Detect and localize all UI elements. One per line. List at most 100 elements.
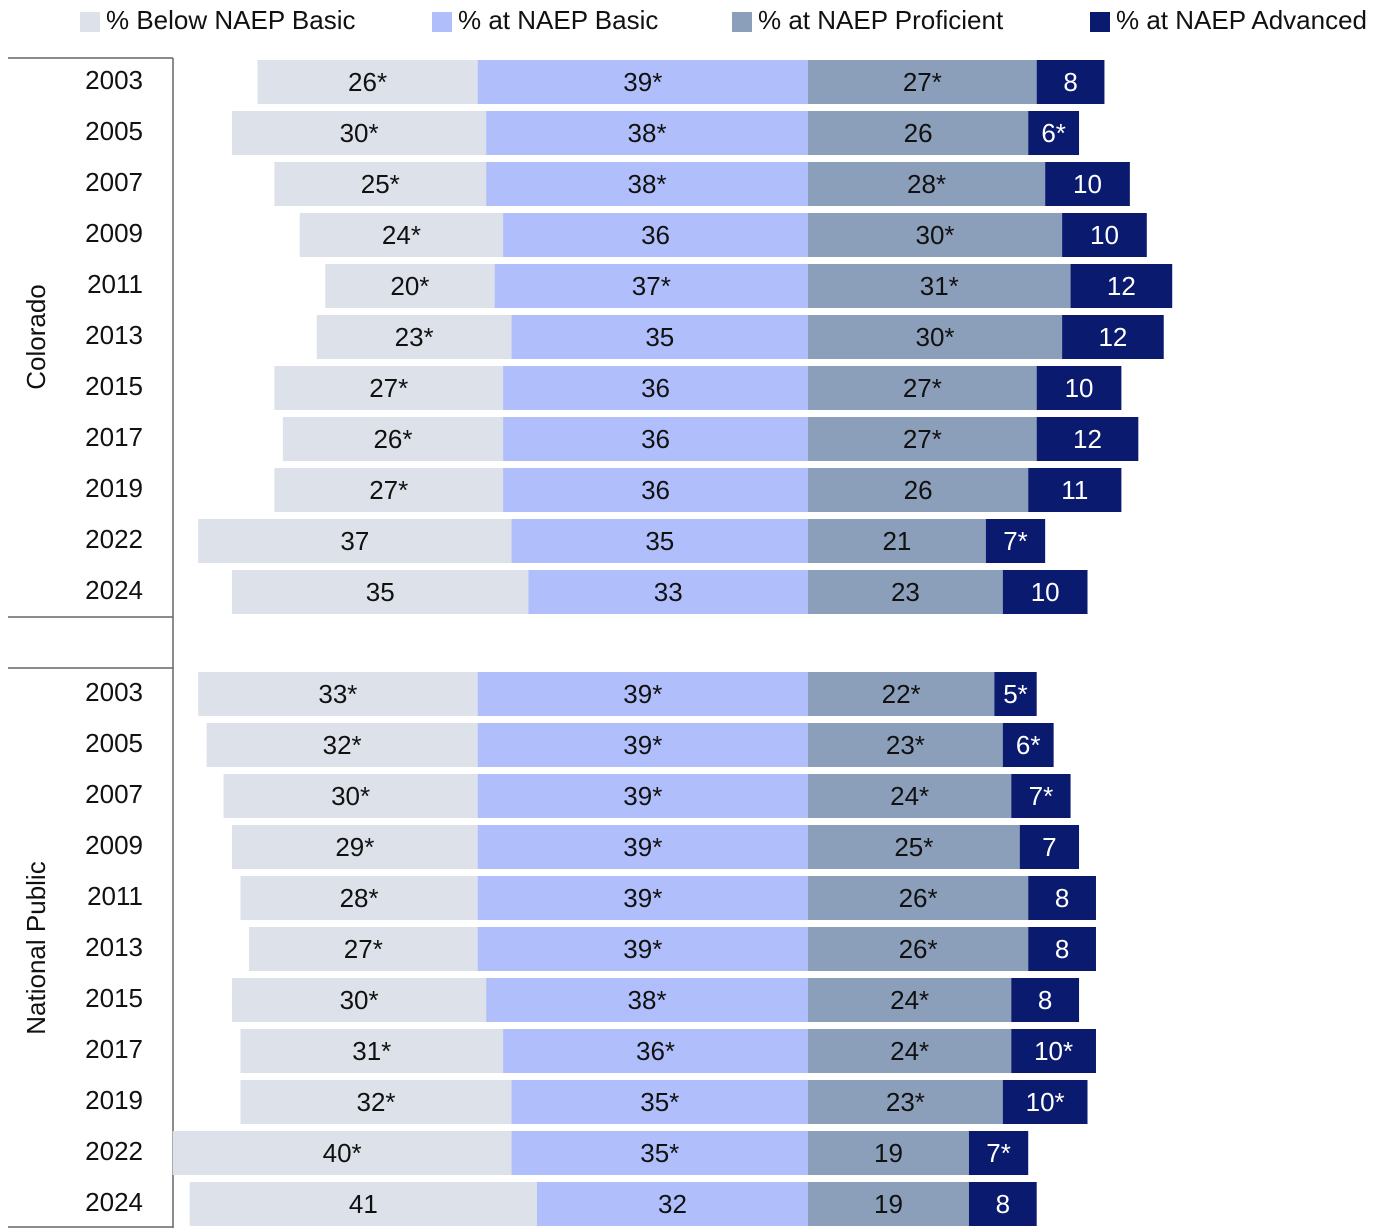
bar-segment xyxy=(808,264,1071,308)
bar-segment xyxy=(1062,213,1147,257)
bar-segment xyxy=(248,927,478,971)
value-label: 36* xyxy=(636,1036,675,1066)
value-label: 10* xyxy=(1034,1036,1073,1066)
value-label: 12 xyxy=(1107,271,1136,301)
y-tick-label: 2024 xyxy=(85,1187,143,1217)
bar-segment xyxy=(808,111,1029,155)
value-label: 24* xyxy=(890,781,929,811)
value-label: 35 xyxy=(645,322,674,352)
value-label: 19 xyxy=(874,1138,903,1168)
bar-segment xyxy=(1028,468,1122,512)
value-label: 35* xyxy=(640,1138,679,1168)
value-label: 10* xyxy=(1026,1087,1065,1117)
bar-segment xyxy=(1062,315,1164,359)
value-label: 31* xyxy=(920,271,959,301)
bar-segment xyxy=(1002,723,1054,767)
bar-segment xyxy=(1036,60,1105,104)
value-label: 39* xyxy=(623,934,662,964)
value-label: 26 xyxy=(904,475,933,505)
value-label: 7* xyxy=(1029,781,1054,811)
bar-segment xyxy=(808,417,1037,461)
value-label: 33* xyxy=(318,679,357,709)
value-label: 35 xyxy=(645,526,674,556)
legend-label: % Below NAEP Basic xyxy=(106,5,356,35)
bar-segment xyxy=(985,519,1046,563)
y-tick-label: 2017 xyxy=(85,422,143,452)
bar-segment xyxy=(1002,570,1088,614)
value-label: 11 xyxy=(1061,475,1088,505)
bar-segment xyxy=(808,1080,1003,1124)
value-label: 30* xyxy=(916,220,955,250)
y-tick-label: 2024 xyxy=(85,575,143,605)
bar-segment xyxy=(808,60,1037,104)
value-label: 8 xyxy=(1063,67,1077,97)
value-label: 8 xyxy=(1038,985,1052,1015)
legend-label: % at NAEP Proficient xyxy=(758,5,1004,35)
bar-segment xyxy=(282,417,504,461)
legend-label: % at NAEP Advanced xyxy=(1116,5,1367,35)
bar-segment xyxy=(808,213,1063,257)
value-label: 8 xyxy=(1055,934,1069,964)
value-label: 25* xyxy=(894,832,933,862)
legend-label: % at NAEP Basic xyxy=(458,5,658,35)
bar-segment xyxy=(1070,264,1173,308)
bar-segment xyxy=(808,825,1020,869)
bar-segment xyxy=(1028,111,1080,155)
bar-segment xyxy=(240,876,478,920)
y-tick-label: 2015 xyxy=(85,983,143,1013)
bar-segment xyxy=(232,111,487,155)
value-label: 26* xyxy=(899,883,938,913)
value-label: 7* xyxy=(1003,526,1028,556)
bar-segment xyxy=(477,876,808,920)
value-label: 38* xyxy=(628,169,667,199)
bar-segment xyxy=(316,315,512,359)
bar-segment xyxy=(1028,876,1096,920)
bar-segment xyxy=(511,315,808,359)
bar-segment xyxy=(808,1029,1012,1073)
value-label: 27* xyxy=(903,424,942,454)
value-label: 12 xyxy=(1073,424,1102,454)
bar-segment xyxy=(503,1029,808,1073)
value-label: 27* xyxy=(369,475,408,505)
value-label: 26* xyxy=(373,424,412,454)
bar-segment xyxy=(477,60,808,104)
value-label: 24* xyxy=(890,985,929,1015)
value-label: 35* xyxy=(640,1087,679,1117)
bar-segment xyxy=(511,1131,808,1175)
y-tick-label: 2017 xyxy=(85,1034,143,1064)
value-label: 27* xyxy=(903,67,942,97)
y-tick-label: 2009 xyxy=(85,830,143,860)
bar-segment xyxy=(1036,417,1139,461)
bar-segment xyxy=(477,927,808,971)
bar-segment xyxy=(1011,978,1080,1022)
bar-segment xyxy=(808,1131,969,1175)
bar-segment xyxy=(1045,162,1130,206)
bar-segment xyxy=(299,213,504,257)
y-tick-label: 2013 xyxy=(85,932,143,962)
bar-segment xyxy=(808,519,986,563)
value-label: 37 xyxy=(340,526,369,556)
bar-segment xyxy=(223,774,478,818)
value-label: 12 xyxy=(1098,322,1127,352)
bar-segment xyxy=(511,519,808,563)
value-label: 39* xyxy=(623,67,662,97)
value-label: 10 xyxy=(1065,373,1094,403)
value-label: 10 xyxy=(1090,220,1119,250)
bar-segment xyxy=(232,825,478,869)
value-label: 27* xyxy=(344,934,383,964)
value-label: 39* xyxy=(623,679,662,709)
bar-segment xyxy=(189,1182,537,1226)
value-label: 6* xyxy=(1016,730,1041,760)
bar-segment xyxy=(808,978,1012,1022)
bar-segment xyxy=(274,366,504,410)
value-label: 7 xyxy=(1042,832,1056,862)
value-label: 28* xyxy=(907,169,946,199)
bar-segment xyxy=(503,366,808,410)
value-label: 30* xyxy=(331,781,370,811)
value-label: 8 xyxy=(996,1189,1010,1219)
bar-segment xyxy=(257,60,478,104)
value-label: 26 xyxy=(904,118,933,148)
bar-segment xyxy=(808,570,1003,614)
bar-segment xyxy=(808,1182,969,1226)
value-label: 26* xyxy=(348,67,387,97)
